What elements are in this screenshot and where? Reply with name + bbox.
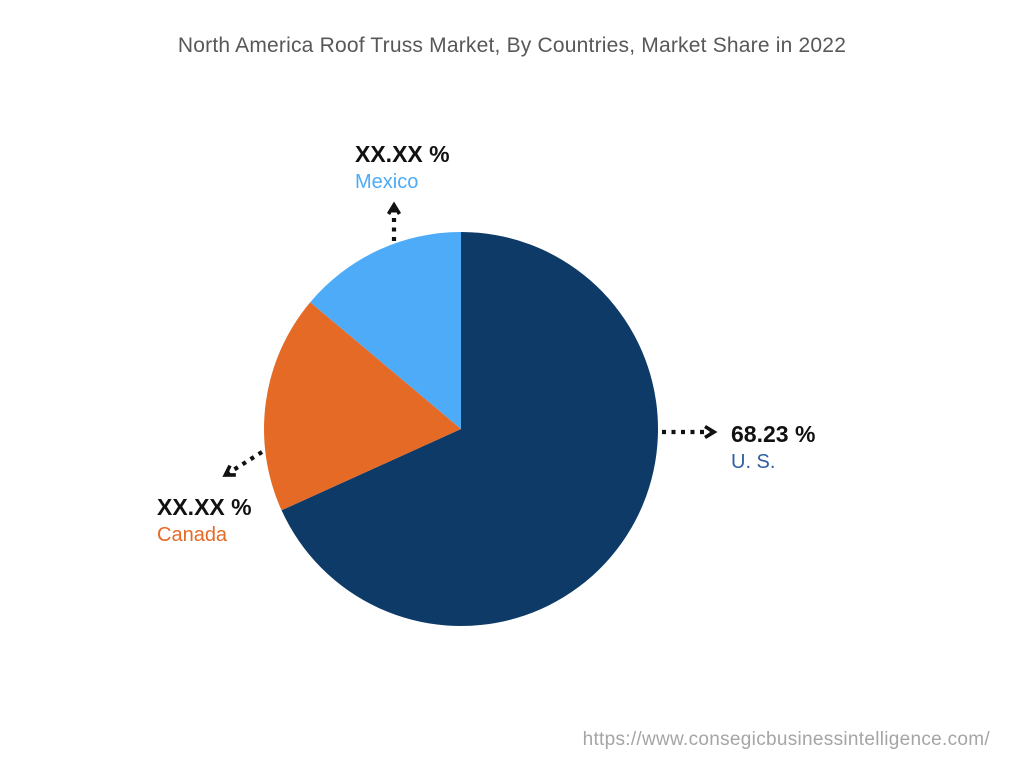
us-value: 68.23 %	[731, 421, 816, 447]
source-url: https://www.consegicbusinessintelligence…	[582, 729, 990, 750]
label-canada: XX.XX % Canada	[157, 494, 252, 547]
mexico-name: Mexico	[355, 171, 419, 193]
canada-name: Canada	[157, 524, 228, 546]
leader-line-canada	[222, 450, 264, 477]
chart-title: North America Roof Truss Market, By Coun…	[177, 34, 847, 57]
mexico-value: XX.XX %	[355, 141, 450, 167]
pie-slice-us	[281, 232, 659, 626]
pie-slice-canada	[264, 302, 461, 511]
pie-slices	[264, 232, 659, 626]
label-us: 68.23 % U. S.	[731, 421, 815, 474]
us-name: U. S.	[731, 451, 776, 473]
canada-value: XX.XX %	[157, 494, 252, 520]
label-mexico: XX.XX % Mexico	[355, 141, 450, 194]
pie-slice-mexico	[310, 232, 461, 429]
